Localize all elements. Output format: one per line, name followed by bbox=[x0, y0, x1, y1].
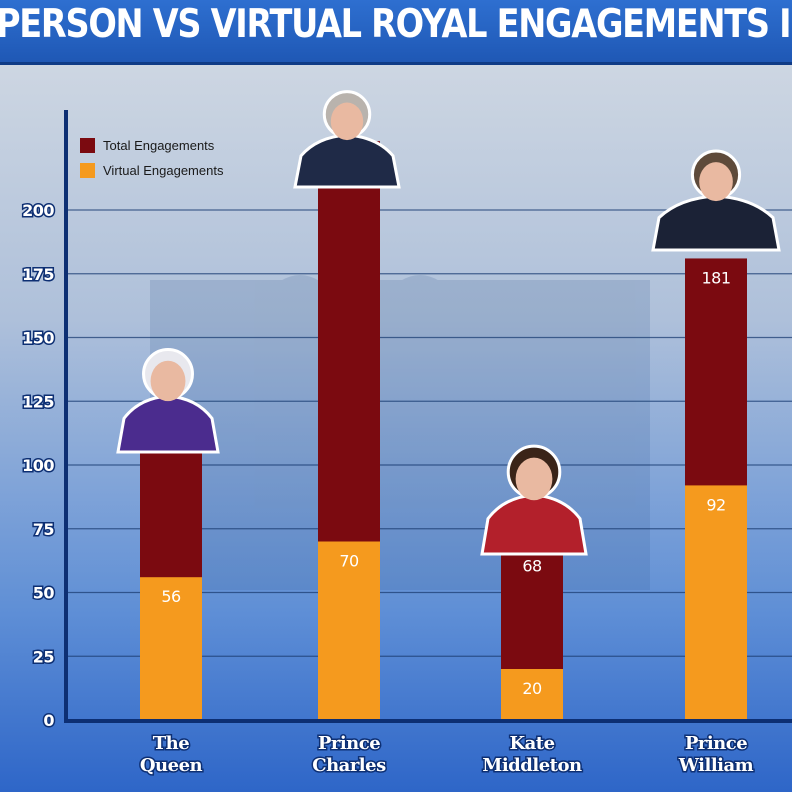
legend-swatch bbox=[80, 138, 95, 153]
x-category-label: Prince bbox=[318, 733, 380, 754]
y-tick-label: 175 bbox=[22, 265, 54, 284]
legend-label: Total Engagements bbox=[103, 138, 215, 153]
data-label-virtual: 70 bbox=[339, 552, 359, 571]
chart-title: PERSON VS VIRTUAL ROYAL ENGAGEMENTS IN 2… bbox=[0, 2, 792, 47]
y-tick-label: 75 bbox=[33, 520, 55, 539]
y-axis-line bbox=[64, 110, 68, 723]
data-label-total: 181 bbox=[701, 268, 730, 287]
portrait-face bbox=[699, 162, 733, 202]
x-category-label: Queen bbox=[140, 755, 203, 776]
portrait-face bbox=[330, 102, 364, 141]
x-axis-line bbox=[64, 719, 792, 723]
y-tick-label: 0 bbox=[43, 711, 54, 730]
legend: Total Engagements Virtual Engagements bbox=[80, 138, 224, 178]
portrait-face bbox=[150, 360, 186, 402]
title-banner: PERSON VS VIRTUAL ROYAL ENGAGEMENTS IN 2… bbox=[0, 0, 792, 65]
y-axis-ticks: 0 25 50 75 100 125 150 175 200 bbox=[21, 200, 57, 732]
data-label-virtual: 56 bbox=[161, 587, 181, 606]
bar-virtual bbox=[501, 669, 563, 720]
data-label-virtual: 92 bbox=[706, 495, 725, 514]
x-category-label: The bbox=[153, 733, 189, 754]
bars: 1155622770682018192 bbox=[140, 141, 747, 720]
y-tick-label: 150 bbox=[22, 329, 54, 348]
y-tick-label: 50 bbox=[33, 584, 55, 603]
legend-label: Virtual Engagements bbox=[103, 163, 224, 178]
y-tick-label: 125 bbox=[22, 392, 54, 411]
x-category-label: Kate bbox=[509, 733, 554, 754]
portrait-kate-middleton bbox=[480, 444, 588, 556]
legend-swatch bbox=[80, 163, 95, 178]
y-tick-label: 200 bbox=[22, 201, 54, 220]
x-category-label: Charles bbox=[312, 755, 386, 776]
x-axis-labels: TheQueenPrinceCharlesKateMiddletonPrince… bbox=[138, 732, 755, 778]
y-tick-label: 100 bbox=[22, 456, 54, 475]
bar-virtual bbox=[685, 485, 747, 720]
portraits bbox=[116, 90, 781, 556]
x-category-label: William bbox=[678, 755, 754, 776]
x-category-label: Middleton bbox=[482, 755, 582, 776]
portrait-face bbox=[515, 457, 553, 501]
bar-virtual bbox=[318, 541, 380, 720]
portrait-the-queen bbox=[116, 347, 220, 454]
portrait-prince-william bbox=[651, 149, 781, 252]
bar-virtual bbox=[140, 577, 202, 720]
background-building bbox=[150, 275, 650, 590]
data-label-virtual: 20 bbox=[522, 679, 542, 698]
data-label-total: 68 bbox=[522, 557, 542, 576]
x-category-label: Prince bbox=[685, 733, 747, 754]
y-tick-label: 25 bbox=[33, 647, 55, 666]
portrait-prince-charles bbox=[293, 90, 401, 189]
